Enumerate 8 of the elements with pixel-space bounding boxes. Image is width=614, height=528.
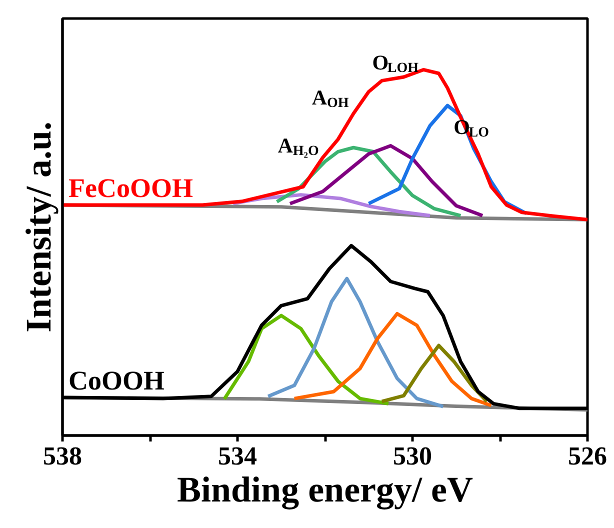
x-axis-title: Binding energy/ eV xyxy=(176,470,474,510)
x-tick-label: 526 xyxy=(568,442,607,470)
x-tick-label: 538 xyxy=(43,442,82,470)
x-tick-label: 534 xyxy=(218,442,257,470)
y-axis-title: Intensity/ a.u. xyxy=(18,121,58,333)
series-label: CoOOH xyxy=(68,365,165,396)
series-label: FeCoOOH xyxy=(68,173,193,204)
x-tick-label: 530 xyxy=(393,442,432,470)
